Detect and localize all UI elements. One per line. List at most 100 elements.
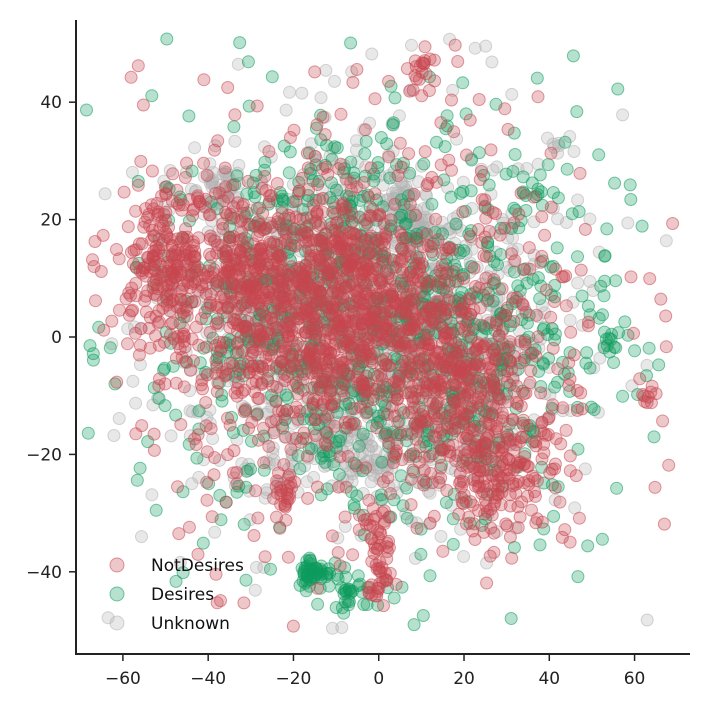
point-notdesires — [390, 385, 404, 399]
point-desires — [608, 176, 622, 190]
point-notdesires — [304, 350, 318, 364]
point-notdesires — [564, 325, 578, 339]
point-notdesires — [418, 40, 432, 54]
point-notdesires — [301, 491, 315, 505]
point-notdesires — [188, 432, 202, 446]
point-notdesires — [425, 170, 439, 184]
point-notdesires — [273, 521, 287, 535]
point-desires — [454, 186, 467, 200]
point-notdesires — [654, 292, 668, 306]
point-notdesires — [262, 195, 276, 209]
point-notdesires — [384, 272, 398, 286]
point-notdesires — [306, 398, 320, 412]
point-notdesires — [300, 449, 314, 463]
point-notdesires — [180, 156, 194, 170]
point-unknown — [208, 525, 222, 539]
point-notdesires — [331, 314, 345, 328]
x-tick-label: 20 — [453, 669, 475, 689]
point-notdesires — [404, 472, 418, 486]
point-notdesires — [383, 304, 397, 318]
point-notdesires — [334, 107, 348, 121]
point-notdesires — [481, 357, 495, 371]
point-notdesires — [231, 336, 245, 350]
point-desires — [374, 131, 388, 144]
point-notdesires — [452, 303, 466, 317]
point-notdesires — [364, 161, 378, 175]
point-desires — [160, 32, 174, 46]
point-desires — [227, 120, 241, 134]
y-tick-label: 40 — [40, 93, 62, 113]
point-notdesires — [581, 319, 595, 333]
point-unknown — [314, 91, 328, 105]
point-notdesires — [325, 221, 338, 234]
point-desires — [499, 167, 513, 181]
point-notdesires — [279, 430, 293, 444]
point-desires — [330, 141, 344, 155]
point-desires — [623, 178, 637, 192]
point-unknown — [107, 429, 121, 442]
point-unknown — [335, 621, 349, 634]
point-desires — [571, 250, 584, 264]
point-desires — [602, 331, 616, 345]
point-desires — [464, 184, 478, 198]
point-notdesires — [185, 244, 198, 258]
point-notdesires — [225, 295, 239, 309]
point-unknown — [571, 193, 585, 207]
point-notdesires — [384, 487, 398, 501]
point-notdesires — [311, 480, 324, 494]
point-desires — [583, 361, 597, 375]
point-notdesires — [237, 206, 251, 220]
point-unknown — [485, 55, 499, 69]
point-notdesires — [112, 252, 126, 266]
point-unknown — [405, 38, 418, 52]
x-tick-label: −20 — [276, 669, 312, 689]
point-desires — [439, 496, 453, 509]
point-notdesires — [110, 375, 124, 389]
point-notdesires — [177, 380, 191, 394]
point-notdesires — [87, 260, 101, 273]
point-notdesires — [264, 349, 278, 363]
point-notdesires — [211, 376, 225, 390]
point-desires — [423, 569, 437, 583]
point-desires — [407, 618, 421, 632]
point-notdesires — [287, 123, 301, 137]
point-notdesires — [434, 116, 448, 130]
point-notdesires — [221, 411, 234, 425]
point-notdesires — [200, 445, 214, 459]
point-notdesires — [362, 585, 376, 599]
point-desires — [603, 345, 617, 359]
point-notdesires — [230, 382, 244, 396]
point-desires — [647, 430, 661, 444]
point-notdesires — [174, 268, 188, 282]
point-notdesires — [514, 399, 528, 413]
point-notdesires — [245, 348, 258, 362]
point-notdesires — [656, 414, 670, 428]
point-notdesires — [164, 317, 178, 331]
point-notdesires — [502, 472, 516, 486]
point-desires — [581, 539, 595, 553]
point-desires — [320, 566, 334, 580]
point-desires — [533, 538, 547, 552]
point-unknown — [450, 132, 464, 146]
point-notdesires — [395, 228, 408, 242]
point-notdesires — [563, 449, 577, 463]
point-notdesires — [534, 386, 548, 400]
point-notdesires — [155, 238, 169, 252]
point-notdesires — [364, 209, 378, 223]
point-notdesires — [513, 510, 527, 524]
point-unknown — [468, 41, 482, 55]
point-notdesires — [147, 427, 161, 441]
point-notdesires — [422, 341, 436, 355]
point-notdesires — [657, 517, 671, 531]
point-notdesires — [523, 262, 537, 276]
point-notdesires — [341, 368, 355, 382]
point-notdesires — [113, 303, 126, 317]
point-notdesires — [275, 206, 289, 220]
point-notdesires — [538, 228, 552, 242]
point-notdesires — [301, 312, 315, 326]
point-unknown — [563, 313, 577, 327]
legend-label-notdesires: NotDesires — [151, 556, 244, 576]
point-notdesires — [131, 178, 145, 192]
point-notdesires — [487, 273, 501, 287]
